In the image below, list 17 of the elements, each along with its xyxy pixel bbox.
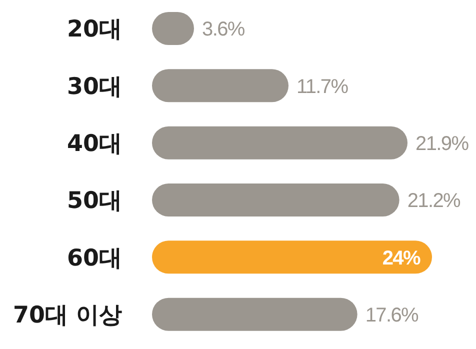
y-tick-label: 70대 이상 [12, 302, 122, 329]
data-label: 21.9% [416, 133, 470, 156]
y-tick-label: 30대 [66, 74, 122, 100]
data-label: 24% [382, 247, 422, 270]
y-tick-label: 60대 [66, 245, 122, 272]
bar [152, 240, 432, 274]
data-label: 11.7% [296, 76, 349, 98]
bar [152, 69, 288, 102]
bar [152, 184, 400, 216]
y-tick-label: 40대 [66, 131, 122, 158]
data-label: 21.2% [407, 190, 462, 212]
data-label: 3.6% [202, 18, 246, 41]
bar [152, 298, 358, 331]
bar [152, 126, 408, 160]
data-label: 17.6% [365, 304, 420, 327]
y-tick-label: 20대 [66, 16, 122, 43]
y-tick-label: 50대 [66, 188, 122, 214]
